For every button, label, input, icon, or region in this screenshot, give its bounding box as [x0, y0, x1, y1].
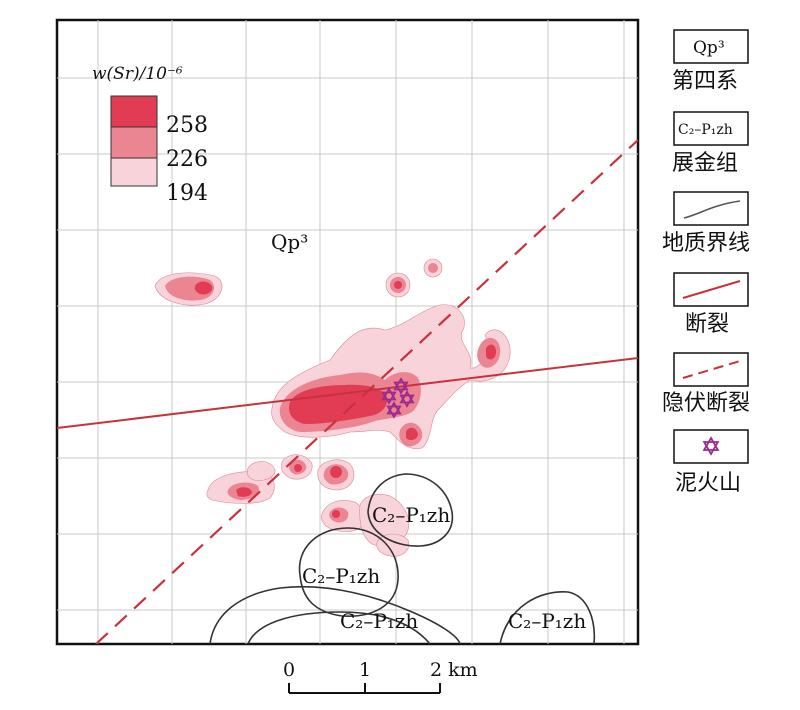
mud-volcano-icon	[393, 377, 409, 395]
legend-symbol-zhanjin: C₂–P₁zh	[678, 122, 733, 138]
legend-box-quaternary	[673, 29, 749, 64]
fault-line	[57, 357, 638, 429]
level-label-194: 194	[166, 181, 208, 206]
anomaly-level-258	[194, 281, 496, 518]
geologic-boundaries	[209, 473, 596, 644]
mud-volcano-icon	[386, 401, 402, 419]
legend-label-mud-volcano: 泥火山	[675, 471, 741, 496]
legend-label-hidden-fault: 隐伏断裂	[662, 391, 750, 416]
scale-tick-0: 0	[283, 659, 295, 681]
map-legend: Qp³ 第四系 C₂–P₁zh 展金组 地质界线 断裂 隐伏断裂 泥火山	[662, 29, 750, 496]
scale-tick-2: 2 km	[430, 659, 478, 681]
level-swatch-mid	[110, 126, 158, 159]
scale-bar: 0 1 2 km	[283, 659, 478, 694]
sr-anomaly-zones	[154, 258, 511, 557]
star-of-david-icon	[702, 436, 720, 456]
legend-box-zhanjin	[673, 111, 749, 146]
legend-symbol-quaternary: Qp³	[693, 38, 725, 58]
level-swatch-high	[110, 95, 158, 128]
label-quaternary: Qp³	[271, 230, 308, 254]
mud-volcano-cluster	[381, 377, 415, 419]
legend-box-mud-volcano	[673, 429, 749, 464]
faults	[57, 139, 638, 644]
label-formation-d: C₂–P₁zh	[508, 609, 586, 633]
hidden-fault-line	[95, 139, 638, 644]
fault-line-icon	[682, 280, 741, 299]
mud-volcano-icon	[702, 436, 720, 456]
legend-label-fault: 断裂	[685, 312, 729, 337]
level-swatch-low	[110, 157, 158, 187]
mud-volcano-icon	[381, 387, 397, 405]
scale-tick-1: 1	[359, 659, 371, 681]
legend-label-boundary: 地质界线	[662, 231, 750, 256]
label-formation-b: C₂–P₁zh	[302, 564, 380, 588]
level-label-258: 258	[166, 113, 208, 138]
legend-label-zhanjin: 展金组	[672, 151, 738, 176]
label-formation-c: C₂–P₁zh	[340, 609, 418, 633]
dashed-fault-icon	[682, 360, 741, 379]
legend-label-quaternary: 第四系	[672, 69, 738, 94]
concentration-legend: w(Sr)/10⁻⁶ 258 226 194	[92, 64, 208, 206]
map-unit-labels: Qp³ C₂–P₁zh C₂–P₁zh C₂–P₁zh C₂–P₁zh	[271, 230, 586, 633]
label-formation-a: C₂–P₁zh	[372, 503, 450, 527]
level-label-226: 226	[166, 147, 208, 172]
concentration-legend-title: w(Sr)/10⁻⁶	[92, 64, 183, 84]
boundary-line-icon	[683, 200, 741, 219]
mud-volcano-icon	[399, 390, 415, 408]
legend-box-hidden-fault	[673, 352, 749, 387]
